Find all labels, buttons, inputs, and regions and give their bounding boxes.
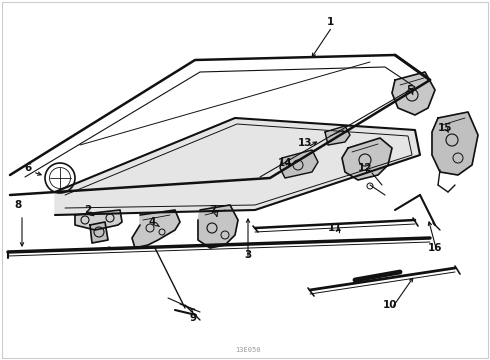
Text: 9: 9 bbox=[190, 313, 196, 323]
Polygon shape bbox=[325, 126, 350, 145]
Text: 6: 6 bbox=[24, 163, 32, 173]
Text: 1: 1 bbox=[326, 17, 334, 27]
Text: 2: 2 bbox=[84, 205, 92, 215]
Text: 14: 14 bbox=[278, 158, 293, 168]
Polygon shape bbox=[342, 138, 392, 180]
Text: 13E050: 13E050 bbox=[235, 347, 261, 353]
Polygon shape bbox=[90, 222, 108, 243]
Text: 12: 12 bbox=[358, 163, 372, 173]
Polygon shape bbox=[432, 112, 478, 175]
Polygon shape bbox=[55, 118, 420, 215]
Text: 15: 15 bbox=[438, 123, 452, 133]
Text: 13: 13 bbox=[298, 138, 312, 148]
Polygon shape bbox=[198, 205, 238, 248]
Polygon shape bbox=[280, 150, 318, 178]
Polygon shape bbox=[132, 210, 180, 248]
Text: 4: 4 bbox=[148, 217, 156, 227]
Text: 10: 10 bbox=[383, 300, 397, 310]
Text: 5: 5 bbox=[406, 85, 414, 95]
Text: 3: 3 bbox=[245, 250, 252, 260]
Text: 7: 7 bbox=[209, 205, 217, 215]
Polygon shape bbox=[75, 210, 122, 230]
Polygon shape bbox=[392, 72, 435, 115]
Text: 11: 11 bbox=[328, 223, 342, 233]
Text: 8: 8 bbox=[14, 200, 22, 210]
Text: 16: 16 bbox=[428, 243, 442, 253]
